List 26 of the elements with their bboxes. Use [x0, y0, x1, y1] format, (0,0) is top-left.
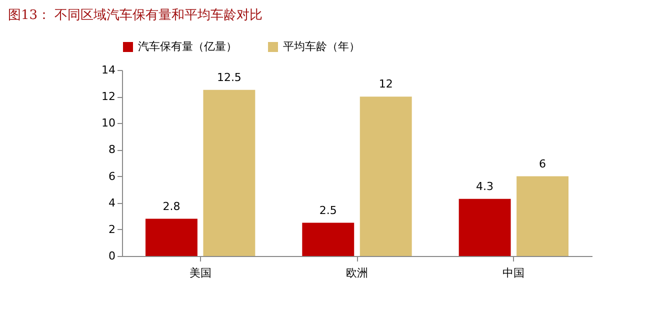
legend-label: 汽车保有量（亿量） — [138, 40, 237, 53]
bar — [360, 96, 412, 256]
bar — [302, 222, 354, 256]
x-tick-label: 中国 — [502, 266, 525, 280]
y-tick-label: 0 — [108, 250, 116, 262]
x-tick-label: 美国 — [189, 266, 212, 280]
x-tick-label: 欧洲 — [346, 266, 368, 280]
bar — [516, 176, 568, 256]
bar — [458, 198, 511, 256]
legend-label: 平均车龄（年） — [283, 40, 360, 53]
bar — [203, 90, 256, 256]
data-label: 2.8 — [162, 200, 180, 213]
y-tick-label: 6 — [108, 170, 116, 183]
y-tick-label: 10 — [102, 116, 116, 130]
data-label: 12.5 — [216, 70, 242, 84]
data-label: 2.5 — [319, 204, 337, 217]
data-label: 6 — [539, 157, 546, 170]
data-label: 4.3 — [476, 180, 494, 193]
y-tick-label: 2 — [108, 222, 116, 236]
y-tick-label: 4 — [108, 196, 116, 210]
chart-title: 图13： 不同区域汽车保有量和平均车龄对比 — [8, 7, 263, 24]
y-tick-label: 12 — [102, 90, 116, 104]
y-tick-label: 14 — [102, 64, 116, 76]
bar — [146, 218, 198, 256]
y-tick-label: 8 — [108, 143, 116, 156]
data-label: 12 — [378, 78, 393, 91]
